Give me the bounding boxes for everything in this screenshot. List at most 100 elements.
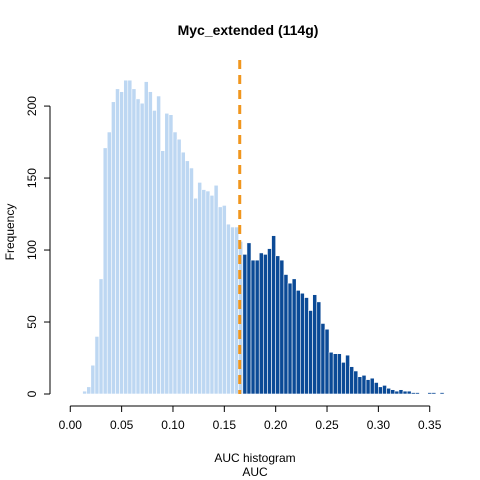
histogram-bar xyxy=(328,351,334,395)
histogram-bar xyxy=(209,195,215,395)
histogram-bar xyxy=(98,278,104,395)
histogram-bar xyxy=(168,114,174,395)
histogram-bar xyxy=(275,255,281,395)
histogram-bar xyxy=(246,242,252,395)
histogram-bar xyxy=(402,390,408,395)
y-tick-label: 200 xyxy=(25,96,39,116)
histogram-bar xyxy=(254,259,260,395)
histogram-bar xyxy=(82,390,88,395)
histogram-bar xyxy=(271,235,276,395)
histogram-bar xyxy=(111,101,116,395)
histogram-bar xyxy=(373,382,379,395)
histogram-bar xyxy=(230,226,235,395)
histogram-bar xyxy=(242,254,248,395)
x-tick-label: 0.10 xyxy=(161,418,185,432)
histogram-bar xyxy=(336,353,342,395)
x-axis-label: AUC xyxy=(242,465,268,479)
histogram-bar xyxy=(258,252,264,395)
histogram-bar xyxy=(234,226,240,395)
histogram-bar xyxy=(300,292,305,395)
histogram-bar xyxy=(205,190,211,395)
histogram-bar xyxy=(320,323,326,395)
histogram-bar xyxy=(295,290,301,395)
histogram-bar xyxy=(226,223,231,395)
histogram-bar xyxy=(353,370,359,395)
histogram-bar xyxy=(308,310,313,395)
histogram-bar xyxy=(217,206,223,395)
histogram-bar xyxy=(365,379,371,395)
histogram-bar xyxy=(172,131,178,395)
histogram-bar xyxy=(378,386,383,395)
y-tick-label: 0 xyxy=(25,390,39,397)
histogram-bar xyxy=(345,354,350,395)
histogram-bar xyxy=(164,112,170,395)
histogram-bar xyxy=(184,160,190,395)
histogram-bar xyxy=(148,91,153,395)
histogram-bar xyxy=(427,392,433,395)
histogram-bar xyxy=(176,138,182,395)
histogram-bar xyxy=(197,182,203,395)
histogram-bar xyxy=(341,362,346,395)
histogram-bar xyxy=(431,392,437,395)
histogram-bar xyxy=(123,79,129,395)
histogram-bar xyxy=(439,392,445,395)
histogram-bar xyxy=(106,131,112,395)
histogram-bar xyxy=(324,328,330,395)
histogram-bar xyxy=(410,392,416,395)
histogram-bar xyxy=(386,387,392,395)
histogram-bar xyxy=(263,254,268,395)
histogram-bar xyxy=(180,151,186,395)
histogram-bar xyxy=(369,377,375,395)
histogram-bar xyxy=(139,102,145,395)
histogram-bar xyxy=(201,189,207,395)
x-tick-label: 0.05 xyxy=(110,418,134,432)
bars-below-threshold xyxy=(82,79,244,395)
histogram-bar xyxy=(115,88,120,395)
y-tick-label: 50 xyxy=(25,315,39,329)
histogram-bar xyxy=(135,98,141,395)
histogram-bar xyxy=(390,389,396,395)
histogram-bar xyxy=(193,197,198,395)
x-tick-label: 0.25 xyxy=(315,418,339,432)
histogram-bar xyxy=(127,79,133,395)
histogram-bar xyxy=(90,364,96,395)
histogram-bar xyxy=(156,95,161,395)
histogram-bar xyxy=(119,91,124,395)
x-tick-label: 0.15 xyxy=(213,418,237,432)
histogram-bar xyxy=(221,205,227,395)
y-tick-label: 150 xyxy=(25,168,39,188)
histogram-bar xyxy=(250,259,256,395)
histogram-bar xyxy=(143,81,149,395)
x-tick-label: 0.20 xyxy=(264,418,288,432)
histogram-bar xyxy=(304,297,309,395)
histogram-bar xyxy=(394,390,400,395)
histogram-bar xyxy=(406,390,412,395)
histogram-bar xyxy=(131,88,137,395)
x-axis: 0.00 0.05 0.10 0.15 0.20 0.25 0.30 0.35 xyxy=(59,405,442,432)
histogram-bar xyxy=(316,301,322,395)
histogram-bar xyxy=(94,336,100,395)
histogram-bar xyxy=(189,167,194,395)
x-tick-label: 0.30 xyxy=(367,418,391,432)
histogram-bar xyxy=(86,386,92,395)
histogram-bar xyxy=(349,366,355,395)
histogram-bar xyxy=(152,110,157,395)
y-axis: 0 50 100 150 200 xyxy=(25,96,51,397)
histogram-bar xyxy=(283,274,289,395)
x-tick-label: 0.35 xyxy=(418,418,442,432)
histogram-bar xyxy=(287,282,293,395)
histogram-bar xyxy=(267,248,272,395)
histogram-bar xyxy=(361,374,367,395)
histogram-bar xyxy=(102,147,108,395)
histogram-bar xyxy=(398,389,404,395)
histogram-bar xyxy=(382,385,387,395)
histogram-bar xyxy=(332,353,338,395)
x-axis-sublabel: AUC histogram xyxy=(214,451,295,465)
y-axis-label: Frequency xyxy=(3,204,17,261)
histogram-bar xyxy=(415,392,420,395)
y-tick-label: 100 xyxy=(25,240,39,260)
histogram-bar xyxy=(291,278,297,395)
chart-title: Myc_extended (114g) xyxy=(178,22,319,38)
